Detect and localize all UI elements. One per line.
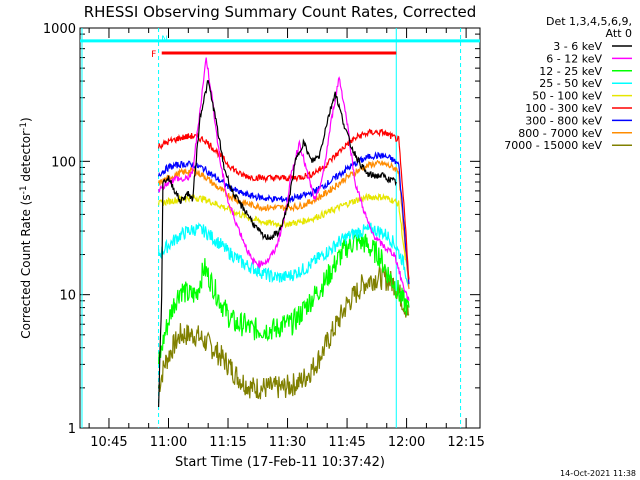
x-tick-label: 10:45 xyxy=(90,435,127,450)
series-layer xyxy=(158,57,410,408)
series-line-6-12-kev xyxy=(158,57,410,301)
y-tick-label: 1000 xyxy=(43,22,76,37)
x-axis-label: Start Time (17-Feb-11 10:37:42) xyxy=(175,455,385,470)
series-line-50-100-kev xyxy=(158,192,410,280)
y-axis-label-sup1: -1 xyxy=(19,185,29,194)
legend-label: 6 - 12 keV xyxy=(546,52,602,65)
x-tick-label: 11:45 xyxy=(328,435,365,450)
series-line-3-6-kev xyxy=(158,80,397,408)
legend-label: 100 - 300 keV xyxy=(525,102,602,115)
y-axis-label-sup2: -1 xyxy=(19,122,29,131)
legend-header-line1: Det 1,3,4,5,6,9, xyxy=(546,15,632,28)
legend-label: 3 - 6 keV xyxy=(553,40,602,53)
legend-label: 50 - 100 keV xyxy=(532,90,602,103)
flag-label-n: N xyxy=(161,35,168,45)
legend-label: 800 - 7000 keV xyxy=(518,127,602,140)
y-axis-label-part3: ) xyxy=(19,117,33,122)
x-tick-label: 12:15 xyxy=(447,435,484,450)
series-line-12-25-kev xyxy=(158,233,410,365)
legend-label: 25 - 50 keV xyxy=(539,77,602,90)
legend-header-line2: Att 0 xyxy=(606,27,632,40)
y-axis-label-part1: Corrected Count Rate (s xyxy=(19,194,33,338)
footer-timestamp: 14-Oct-2021 11:38 xyxy=(560,469,636,478)
chart-title: RHESSI Observing Summary Count Rates, Co… xyxy=(84,3,477,21)
legend-label: 12 - 25 keV xyxy=(539,65,602,78)
x-tick-label: 11:15 xyxy=(209,435,246,450)
x-tick-label: 11:00 xyxy=(150,435,187,450)
y-axis-label-part2: detector xyxy=(19,131,33,186)
series-line-25-50-kev xyxy=(158,222,410,288)
x-tick-label: 12:00 xyxy=(388,435,425,450)
x-tick-label: 11:30 xyxy=(269,435,306,450)
axis-ticks-layer: 1 10 100 1000 10:45 11:00 11:15 11:30 11:45 12:00… xyxy=(43,22,485,450)
y-tick-label: 10 xyxy=(59,289,76,304)
y-tick-label: 100 xyxy=(51,155,76,170)
flag-label-f: F xyxy=(151,50,156,60)
series-line-100-300-kev xyxy=(158,128,410,280)
y-axis-label: Corrected Count Rate (s-1 detector-1) xyxy=(19,117,33,338)
flag-layer: FN xyxy=(80,35,480,60)
legend-label: 300 - 800 keV xyxy=(525,114,602,127)
marker-lines-layer xyxy=(81,28,462,428)
plot-frame xyxy=(79,27,481,429)
series-line-800-7000-kev xyxy=(158,159,410,290)
series-line-7000-15000-kev xyxy=(158,266,410,400)
series-line-300-800-kev xyxy=(158,151,410,285)
y-tick-label: 1 xyxy=(68,422,76,437)
legend-label: 7000 - 15000 keV xyxy=(504,139,602,152)
